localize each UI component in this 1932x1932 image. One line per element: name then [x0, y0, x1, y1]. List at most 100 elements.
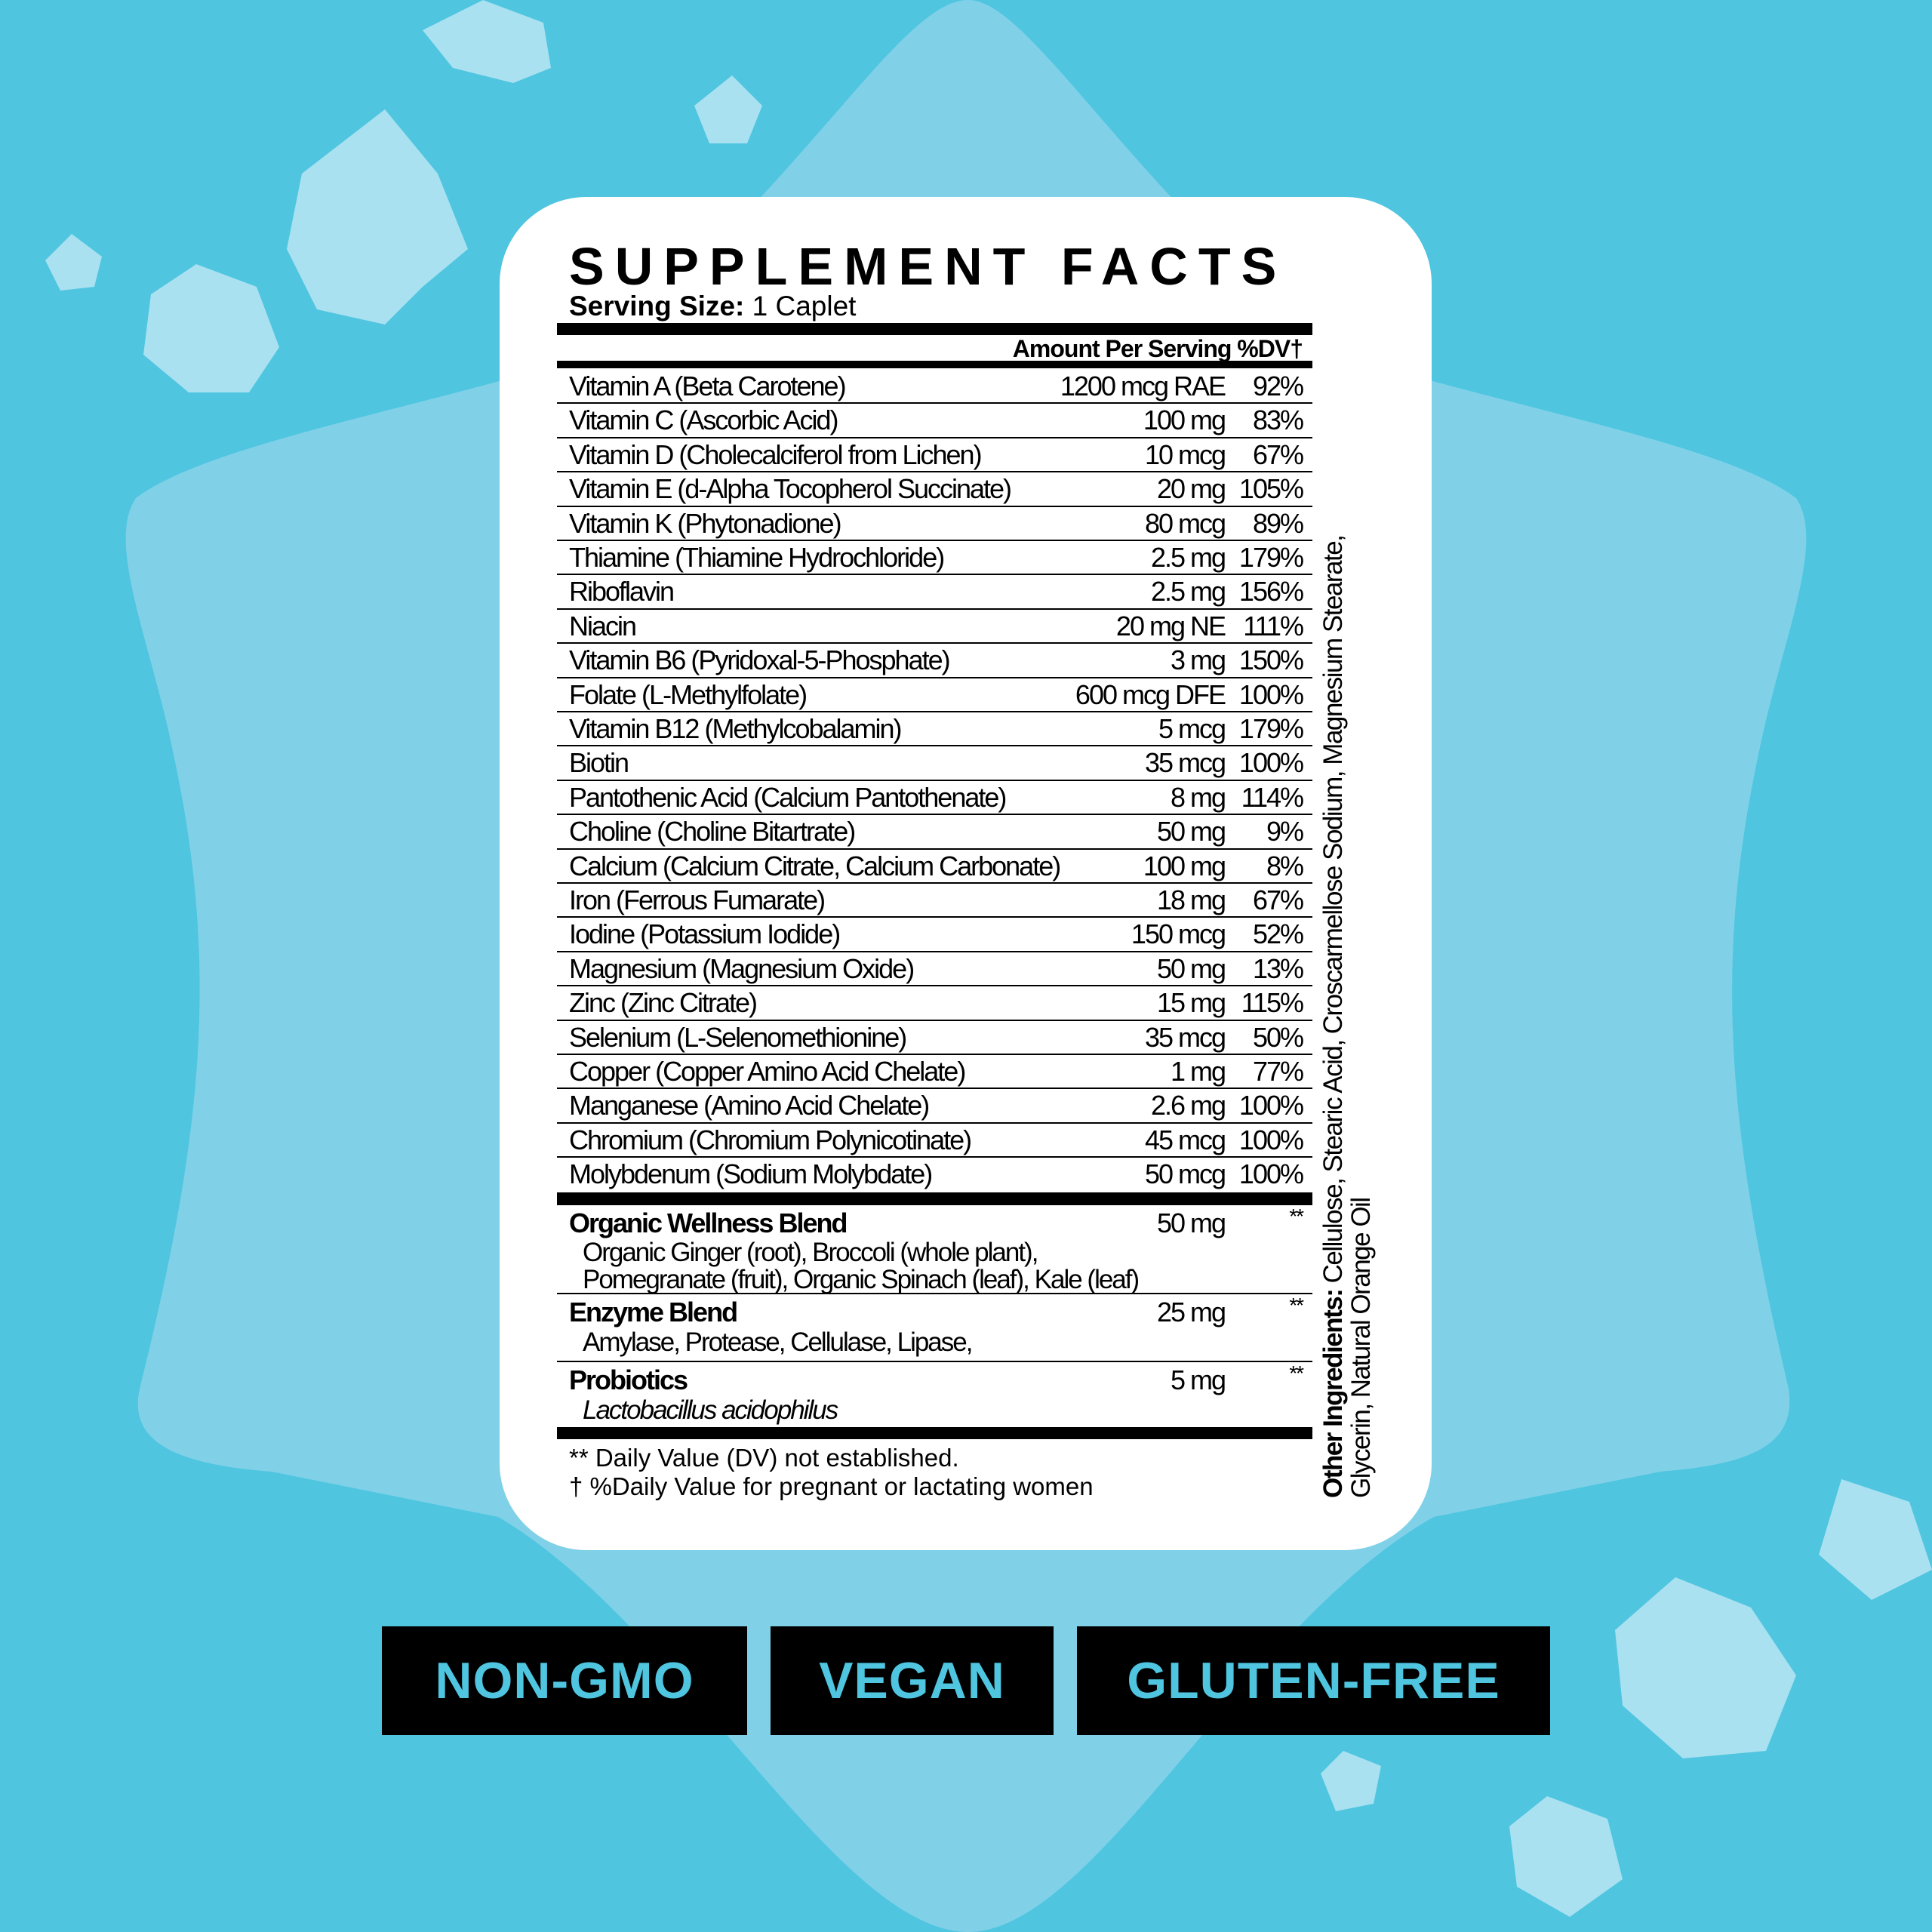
nutrient-name: Thiamine (Thiamine Hydrochloride) — [569, 542, 945, 573]
blend-row: Probiotics 5 mg ** Lactobacillus acidoph… — [557, 1362, 1312, 1427]
table-row: Iron (Ferrous Fumarate) 18 mg 67% — [557, 884, 1312, 918]
table-row: Vitamin D (Cholecalciferol from Lichen) 1… — [557, 438, 1312, 473]
nutrient-dv: 179% — [1238, 542, 1304, 573]
star-icon — [694, 75, 762, 143]
blend-dv: ** — [1289, 1204, 1304, 1228]
nutrient-name: Magnesium (Magnesium Oxide) — [569, 952, 915, 984]
nutrient-dv: 100% — [1238, 1090, 1304, 1121]
nutrient-amount: 35 mcg — [1144, 1021, 1226, 1053]
nutrient-name: Copper (Copper Amino Acid Chelate) — [569, 1056, 966, 1087]
badge-non-gmo: NON-GMO — [382, 1626, 747, 1735]
table-row: Pantothenic Acid (Calcium Pantothenate) 8… — [557, 781, 1312, 816]
star-icon — [287, 109, 468, 325]
table-row: Vitamin A (Beta Carotene) 1200 mcg RAE 92% — [557, 370, 1312, 405]
nutrient-name: Selenium (L-Selenomethionine) — [569, 1021, 907, 1053]
nutrient-amount: 50 mg — [1156, 816, 1226, 848]
nutrient-amount: 20 mg NE — [1115, 610, 1226, 641]
table-row: Niacin 20 mg NE 111% — [557, 610, 1312, 645]
blend-name: Enzyme Blend — [569, 1297, 738, 1327]
badge-vegan: VEGAN — [771, 1626, 1054, 1735]
nutrient-dv: 100% — [1238, 1124, 1304, 1155]
table-row: Chromium (Chromium Polynicotinate) 45 mcg… — [557, 1124, 1312, 1158]
nutrient-amount: 600 mcg DFE — [1075, 678, 1226, 710]
table-row: Vitamin E (d-Alpha Tocopherol Succinate)… — [557, 472, 1312, 507]
footnote: ** Daily Value (DV) not established. — [569, 1444, 959, 1472]
nutrient-dv: 83% — [1252, 405, 1304, 436]
column-header: Amount Per Serving %DV† — [1012, 335, 1303, 362]
table-row: Vitamin C (Ascorbic Acid) 100 mg 83% — [557, 404, 1312, 438]
star-icon — [45, 234, 102, 291]
nutrient-name: Vitamin E (d-Alpha Tocopherol Succinate) — [569, 473, 1012, 505]
divider-thick — [557, 323, 1312, 335]
other-ingredients-line1: Cellulose, Stearic Acid, Croscarmellose … — [1318, 535, 1348, 1290]
table-row: Thiamine (Thiamine Hydrochloride) 2.5 mg 1… — [557, 541, 1312, 576]
nutrient-name: Zinc (Zinc Citrate) — [569, 987, 758, 1019]
nutrient-name: Vitamin D (Cholecalciferol from Lichen) — [569, 438, 983, 470]
nutrient-name: Vitamin K (Phytonadione) — [569, 507, 842, 539]
nutrient-name: Niacin — [569, 610, 637, 641]
nutrient-name: Choline (Choline Bitartrate) — [569, 816, 856, 848]
nutrient-name: Manganese (Amino Acid Chelate) — [569, 1090, 930, 1121]
table-row: Vitamin B6 (Pyridoxal-5-Phosphate) 3 mg 15… — [557, 644, 1312, 678]
blend-row: Enzyme Blend 25 mg ** Amylase, Protease,… — [557, 1294, 1312, 1362]
footnote: † %Daily Value for pregnant or lactating… — [569, 1472, 1094, 1500]
nutrient-name: Iron (Ferrous Fumarate) — [569, 884, 826, 915]
nutrient-name: Biotin — [569, 747, 629, 779]
blend-dv: ** — [1289, 1361, 1304, 1385]
blend-ingredients: Organic Ginger (root), Broccoli (whole p… — [583, 1238, 1038, 1267]
star-icon — [423, 0, 551, 83]
star-icon — [1819, 1479, 1932, 1600]
supplement-facts-card — [500, 197, 1432, 1550]
blend-amount: 5 mg — [1170, 1364, 1226, 1395]
table-row: Calcium (Calcium Citrate, Calcium Carbon… — [557, 850, 1312, 884]
table-row: Riboflavin 2.5 mg 156% — [557, 575, 1312, 610]
nutrient-name: Vitamin A (Beta Carotene) — [569, 371, 847, 401]
nutrient-amount: 5 mcg — [1158, 713, 1226, 744]
nutrient-amount: 3 mg — [1170, 645, 1226, 676]
table-row: Vitamin B12 (Methylcobalamin) 5 mcg 179% — [557, 712, 1312, 747]
nutrient-name: Chromium (Chromium Polynicotinate) — [569, 1124, 972, 1155]
nutrient-name: Molybdenum (Sodium Molybdate) — [569, 1158, 933, 1190]
nutrient-dv: 100% — [1238, 747, 1304, 779]
table-row: Folate (L-Methylfolate) 600 mcg DFE 100% — [557, 678, 1312, 712]
table-row: Manganese (Amino Acid Chelate) 2.6 mg 100% — [557, 1089, 1312, 1124]
nutrient-dv: 9% — [1266, 816, 1304, 848]
nutrient-name: Pantothenic Acid (Calcium Pantothenate) — [569, 781, 1007, 813]
star-icon — [1509, 1796, 1623, 1917]
table-row: Zinc (Zinc Citrate) 15 mg 115% — [557, 986, 1312, 1021]
nutrient-amount: 10 mcg — [1144, 438, 1226, 470]
nutrient-amount: 20 mg — [1156, 473, 1226, 505]
nutrient-amount: 100 mg — [1143, 850, 1226, 881]
other-ingredients-label: Other Ingredients: — [1318, 1289, 1348, 1498]
nutrient-dv: 67% — [1252, 438, 1304, 470]
nutrient-amount: 50 mcg — [1144, 1158, 1226, 1190]
blend-ingredients: Lactobacillus acidophilus — [583, 1395, 838, 1425]
nutrient-dv: 77% — [1252, 1056, 1304, 1087]
other-ingredients: Other Ingredients: Cellulose, Stearic Ac… — [1318, 535, 1376, 1498]
table-row: Magnesium (Magnesium Oxide) 50 mg 13% — [557, 952, 1312, 987]
nutrient-name: Calcium (Calcium Citrate, Calcium Carbon… — [569, 850, 1061, 881]
nutrient-dv: 179% — [1238, 713, 1304, 744]
blend-name: Organic Wellness Blend — [569, 1208, 848, 1238]
nutrient-dv: 92% — [1252, 371, 1304, 401]
nutrient-amount: 80 mcg — [1144, 507, 1226, 539]
table-row: Choline (Choline Bitartrate) 50 mg 9% — [557, 815, 1312, 850]
table-row: Copper (Copper Amino Acid Chelate) 1 mg 77… — [557, 1055, 1312, 1090]
nutrient-amount: 2.5 mg — [1150, 542, 1226, 573]
blend-row: Organic Wellness Blend 50 mg ** Organic … — [557, 1205, 1312, 1294]
blend-ingredients: Pomegranate (fruit), Organic Spinach (le… — [583, 1265, 1140, 1294]
nutrient-dv: 67% — [1252, 884, 1304, 915]
table-row: Molybdenum (Sodium Molybdate) 50 mcg 100% — [557, 1158, 1312, 1192]
nutrient-dv: 111% — [1243, 610, 1304, 641]
star-icon — [1615, 1577, 1796, 1758]
nutrient-amount: 2.6 mg — [1150, 1090, 1226, 1121]
table-row: Iodine (Potassium Iodide) 150 mcg 52% — [557, 918, 1312, 952]
page-title: SUPPLEMENT FACTS — [569, 237, 1287, 296]
other-ingredients-line2: Glycerin, Natural Orange Oil — [1346, 1198, 1376, 1498]
nutrient-dv: 105% — [1238, 473, 1304, 505]
nutrient-name: Vitamin C (Ascorbic Acid) — [569, 405, 838, 436]
nutrient-dv: 89% — [1252, 507, 1304, 539]
nutrient-amount: 2.5 mg — [1150, 576, 1226, 608]
nutrient-name: Iodine (Potassium Iodide) — [569, 918, 841, 950]
nutrient-amount: 45 mcg — [1144, 1124, 1226, 1155]
